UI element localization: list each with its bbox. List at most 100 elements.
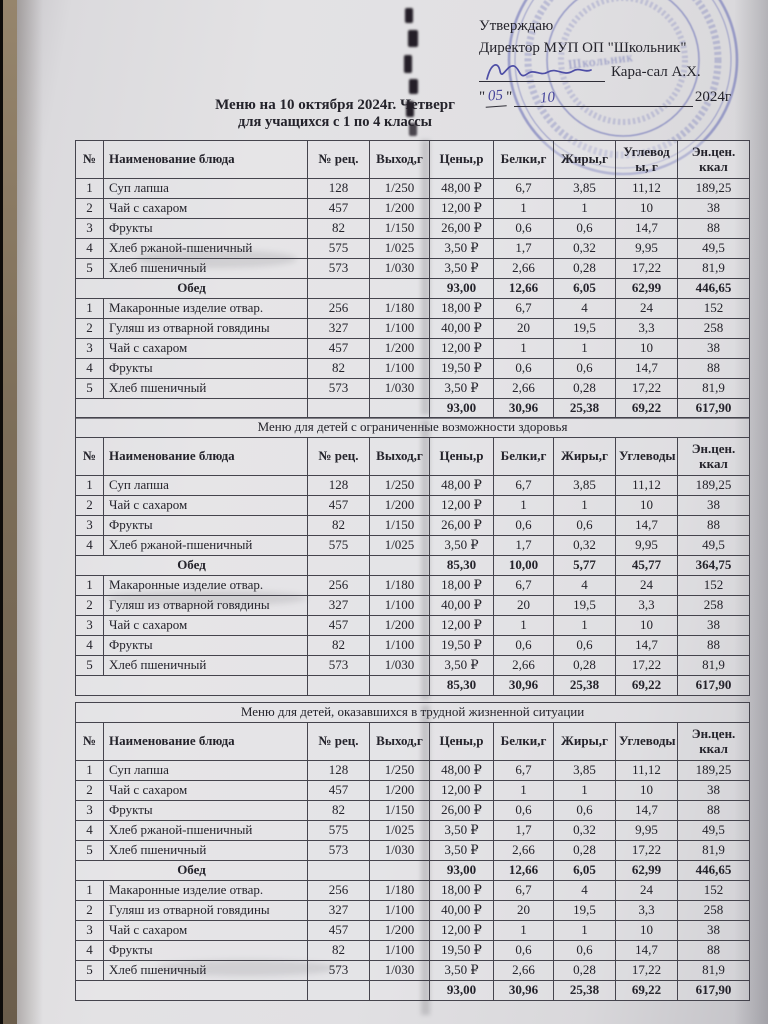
table-row: 4 Хлеб ржаной-пшеничный 575 1/025 3,50 ₽1,7 0… [75,238,750,259]
date-row: " 05 " 10 2024г [479,85,731,108]
fat-total-cell: 25,38 [553,675,616,696]
protein-cell: 2,66 [493,378,554,399]
row-number-cell: 1 [75,298,104,319]
carbs-cell: 14,7 [615,218,678,239]
binding-mark [409,79,418,94]
carbs-cell: 14,7 [615,800,678,821]
recipe-number-cell: 82 [307,358,370,379]
recipe-number-cell: 327 [307,900,370,921]
carbs-total-cell: 69,22 [615,980,678,1001]
protein-cell: 6,7 [493,880,554,901]
carbs-cell: 17,22 [615,258,678,279]
price-cell: 19,50 ₽ [429,635,494,656]
fat-total-cell: 25,38 [553,398,616,419]
fat-total-cell: 25,38 [553,980,616,1001]
table-row: 4 Хлеб ржаной-пшеничный 575 1/025 3,50 ₽1,7 0… [75,535,751,556]
total-row: 93,00 30,96 25,38 69,22 617,90 [75,398,750,419]
price-cell: 26,00 ₽ [429,218,494,239]
price-cell: 26,00 ₽ [429,800,494,821]
row-number-cell: 1 [75,880,104,901]
table-row: 1 Макаронные изделие отвар. 256 1/180 18,00 … [75,880,751,901]
energy-cell: 152 [677,298,750,319]
binding-mark [408,30,418,47]
column-header-fat: Жиры,г [553,140,616,179]
menu-table: Меню для детей, оказавшихся в трудной жи… [74,702,751,1001]
menu-table-disabilities: Меню для детей с ограниченные возможност… [74,417,751,696]
dish-name-cell: Хлеб пшеничный [103,655,308,676]
price-cell: 3,50 ₽ [429,238,494,259]
recipe-number-cell: 457 [307,920,370,941]
price-cell: 48,00 ₽ [429,178,494,199]
carbs-cell: 11,12 [615,760,678,781]
fat-cell: 0,6 [553,358,616,379]
energy-cell: 189,25 [676,475,751,496]
row-number-cell: 4 [75,238,104,259]
energy-total-cell: 446,65 [677,278,750,299]
table-row: 3 Чай с сахаром 457 1/200 12,00 ₽1 1 10 38 [75,338,750,359]
portion-size-cell: 1/100 [369,900,430,921]
dish-name-cell: Чай с сахаром [103,615,308,636]
protein-cell: 1 [493,615,554,636]
column-header-recipe-number: № рец. [307,722,370,761]
row-number-cell: 1 [75,760,104,781]
carbs-total-cell: 62,99 [615,278,678,299]
table-row: 2 Чай с сахаром 457 1/200 12,00 ₽1 1 10 38 [75,198,750,219]
carbs-cell: 14,7 [615,940,678,961]
carbs-cell: 3,3 [615,595,678,616]
price-total-cell: 85,30 [429,675,494,696]
column-header-fat: Жиры,г [553,722,616,761]
energy-cell: 49,5 [676,535,751,556]
section-label: Обед [75,278,308,299]
energy-total-cell: 617,90 [676,980,751,1001]
portion-size-cell: 1/030 [369,378,430,399]
fat-cell: 0,6 [553,515,616,536]
recipe-number-cell: 457 [307,198,370,219]
dish-name-cell: Фрукты [103,635,308,656]
row-number-cell: 2 [75,595,104,616]
portion-size-cell: 1/200 [369,780,430,801]
price-cell: 3,50 ₽ [429,840,494,861]
carbs-cell: 10 [615,495,678,516]
row-number-cell: 5 [75,655,104,676]
protein-cell: 0,6 [493,515,554,536]
energy-cell: 189,25 [676,760,751,781]
fat-cell: 1 [553,615,616,636]
row-number-cell: 1 [75,178,104,199]
energy-cell: 38 [676,920,751,941]
fat-cell: 0,6 [553,218,616,239]
menu-table: Меню для детей с ограниченные возможност… [74,417,751,696]
price-cell: 19,50 ₽ [429,940,494,961]
price-cell: 3,50 ₽ [429,655,494,676]
fat-cell: 0,6 [553,800,616,821]
paper-smudge [107,590,307,606]
carbs-cell: 17,22 [615,378,678,399]
portion-size-cell: 1/150 [369,800,430,821]
fat-cell: 1 [553,780,616,801]
recipe-number-cell [307,278,370,299]
carbs-cell: 24 [615,298,678,319]
price-cell: 48,00 ₽ [429,475,494,496]
table-title: Меню для детей с ограниченные возможност… [74,417,751,438]
paper-smudge [137,250,297,268]
recipe-number-cell: 256 [307,575,370,596]
column-header-energy: Эн.цен. ккал [677,140,750,179]
menu-title-line2: для учащихся с 1 по 4 классы [238,114,432,130]
energy-cell: 38 [677,338,750,359]
carbs-total-cell: 45,77 [615,555,678,576]
energy-cell: 38 [676,780,751,801]
column-header-price: Цены,р [429,722,494,761]
dish-name-cell: Чай с сахаром [103,495,308,516]
binding-mark [405,8,413,23]
protein-total-cell: 12,66 [493,278,554,299]
recipe-number-cell: 573 [307,378,370,399]
document-title: Меню на 10 октября 2024г. Четверг для уч… [75,97,595,131]
recipe-number-cell: 327 [307,318,370,339]
recipe-number-cell: 575 [307,535,370,556]
fold-shadow [421,420,430,700]
recipe-number-cell: 575 [307,238,370,259]
dish-name-cell: Фрукты [103,940,308,961]
carbs-cell: 9,95 [615,820,678,841]
portion-size-cell: 1/100 [369,595,430,616]
table-row: 5 Хлеб пшеничный 573 1/030 3,50 ₽2,66 0,28 17,… [75,840,751,861]
energy-cell: 152 [676,575,751,596]
